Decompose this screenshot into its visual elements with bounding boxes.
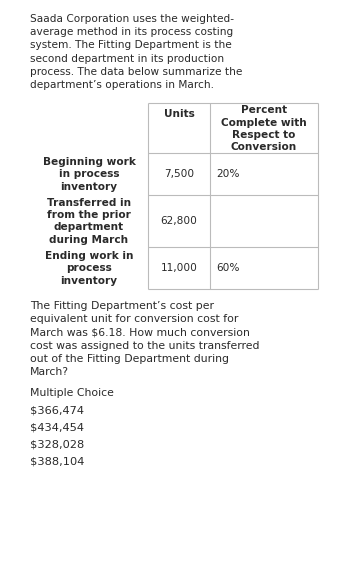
- Text: cost was assigned to the units transferred: cost was assigned to the units transferr…: [30, 341, 259, 351]
- Text: The Fitting Department’s cost per: The Fitting Department’s cost per: [30, 301, 214, 311]
- Text: March?: March?: [30, 367, 69, 377]
- Text: second department in its production: second department in its production: [30, 54, 224, 63]
- Text: out of the Fitting Department during: out of the Fitting Department during: [30, 354, 229, 364]
- Text: Units: Units: [164, 109, 194, 119]
- Text: Beginning work
in process
inventory: Beginning work in process inventory: [43, 157, 135, 192]
- Text: Ending work in
process
inventory: Ending work in process inventory: [45, 251, 133, 285]
- Text: Saada Corporation uses the weighted-: Saada Corporation uses the weighted-: [30, 14, 234, 24]
- Text: average method in its process costing: average method in its process costing: [30, 27, 233, 37]
- Text: department’s operations in March.: department’s operations in March.: [30, 80, 214, 90]
- Text: March was $6.18. How much conversion: March was $6.18. How much conversion: [30, 328, 250, 337]
- Text: system. The Fitting Department is the: system. The Fitting Department is the: [30, 41, 232, 50]
- Text: Transferred in
from the prior
department
during March: Transferred in from the prior department…: [47, 197, 131, 245]
- Text: $388,104: $388,104: [30, 456, 84, 466]
- Text: $434,454: $434,454: [30, 422, 84, 432]
- Text: equivalent unit for conversion cost for: equivalent unit for conversion cost for: [30, 315, 238, 324]
- Text: 20%: 20%: [216, 169, 239, 179]
- Text: 60%: 60%: [216, 263, 239, 273]
- Text: 62,800: 62,800: [161, 216, 197, 226]
- Text: 11,000: 11,000: [161, 263, 197, 273]
- Text: $366,474: $366,474: [30, 406, 84, 415]
- Text: Percent
Complete with
Respect to
Conversion: Percent Complete with Respect to Convers…: [221, 105, 307, 152]
- Text: $328,028: $328,028: [30, 439, 84, 450]
- Text: Multiple Choice: Multiple Choice: [30, 388, 114, 399]
- Text: process. The data below summarize the: process. The data below summarize the: [30, 67, 242, 77]
- Text: 7,500: 7,500: [164, 169, 194, 179]
